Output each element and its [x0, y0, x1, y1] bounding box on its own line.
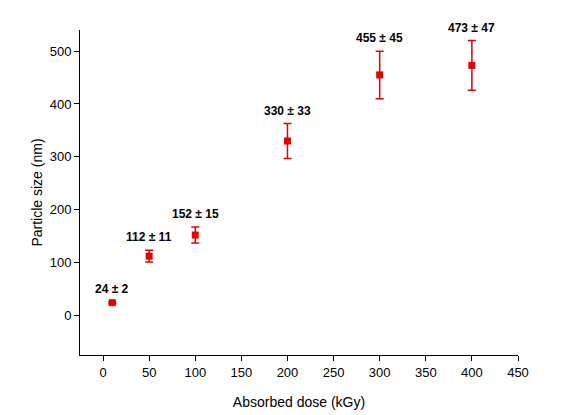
svg-text:400: 400 [461, 365, 483, 380]
svg-text:330 ± 33: 330 ± 33 [264, 104, 311, 118]
svg-text:200: 200 [50, 202, 72, 217]
svg-text:400: 400 [50, 97, 72, 112]
svg-text:450: 450 [507, 365, 529, 380]
svg-text:150: 150 [231, 365, 253, 380]
svg-text:350: 350 [415, 365, 437, 380]
svg-text:100: 100 [184, 365, 206, 380]
svg-text:455 ± 45: 455 ± 45 [356, 31, 403, 45]
svg-text:50: 50 [142, 365, 156, 380]
svg-text:24 ± 2: 24 ± 2 [95, 282, 129, 296]
svg-text:473 ± 47: 473 ± 47 [448, 21, 495, 35]
svg-text:300: 300 [369, 365, 391, 380]
svg-text:0: 0 [99, 365, 106, 380]
svg-text:200: 200 [277, 365, 299, 380]
svg-text:250: 250 [323, 365, 345, 380]
svg-text:500: 500 [50, 44, 72, 59]
svg-text:Particle size (nm): Particle size (nm) [29, 138, 45, 246]
svg-text:Absorbed dose (kGy): Absorbed dose (kGy) [233, 394, 365, 410]
svg-text:0: 0 [64, 308, 71, 323]
svg-text:100: 100 [50, 255, 72, 270]
svg-text:152 ± 15: 152 ± 15 [172, 207, 219, 221]
svg-text:300: 300 [50, 149, 72, 164]
svg-text:112 ± 11: 112 ± 11 [126, 230, 172, 244]
